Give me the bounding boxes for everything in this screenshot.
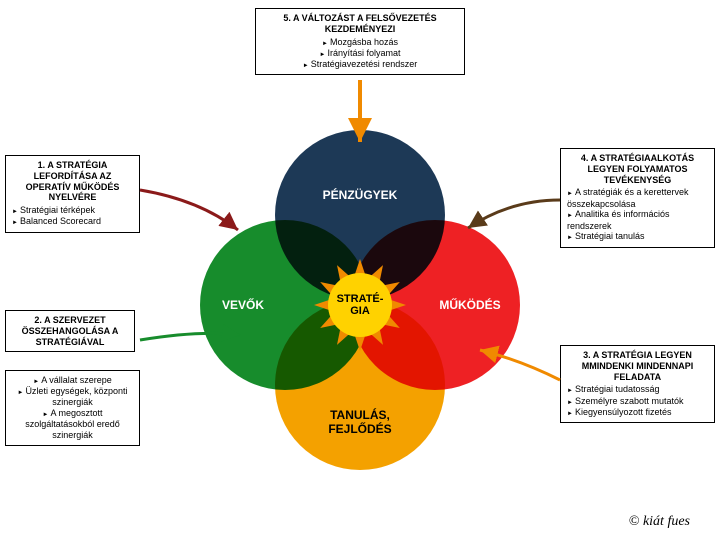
box-5-item: Irányítási folyamat bbox=[262, 48, 458, 59]
box-3-item: Kiegyensúlyozott fizetés bbox=[567, 407, 708, 418]
label-top: PÉNZÜGYEK bbox=[305, 188, 415, 202]
box-3-item: Stratégiai tudatosság bbox=[567, 384, 708, 395]
sun-label: STRATÉ- GIA bbox=[337, 293, 384, 317]
box-3: 3. A STRATÉGIA LEGYEN MMINDENKI MINDENNA… bbox=[560, 345, 715, 423]
box-5-item: Mozgásba hozás bbox=[262, 37, 458, 48]
box-5-title: 5. A VÁLTOZÁST A FELSŐVEZETÉS KEZDEMÉNYE… bbox=[262, 13, 458, 35]
box-4-item: Analitika és információs rendszerek bbox=[567, 209, 708, 231]
box-1-item: Stratégiai térképek bbox=[12, 205, 133, 216]
copyright: © kiát fues bbox=[629, 514, 690, 530]
sun-core: STRATÉ- GIA bbox=[328, 273, 392, 337]
box-5-item: Stratégiavezetési rendszer bbox=[262, 59, 458, 70]
box-4-item: A stratégiák és a kerettervek összekapcs… bbox=[567, 187, 708, 209]
box-1-item: Balanced Scorecard bbox=[12, 216, 133, 227]
box-2b-item: A megosztott szolgáltatásokból eredő szi… bbox=[12, 408, 133, 441]
box-4-title: 4. A STRATÉGIAALKOTÁS LEGYEN FOLYAMATOS … bbox=[567, 153, 708, 185]
box-2b: A vállalat szerepe Üzleti egységek, közp… bbox=[5, 370, 140, 446]
venn-diagram: PÉNZÜGYEK VEVŐK MŰKÖDÉS TANULÁS, FEJLŐDÉ… bbox=[210, 150, 510, 470]
box-1-title: 1. A STRATÉGIA LEFORDÍTÁSA AZ OPERATÍV M… bbox=[12, 160, 133, 203]
box-2a: 2. A SZERVEZET ÖSSZEHANGOLÁSA A STRATÉGI… bbox=[5, 310, 135, 352]
box-5: 5. A VÁLTOZÁST A FELSŐVEZETÉS KEZDEMÉNYE… bbox=[255, 8, 465, 75]
box-2a-title: 2. A SZERVEZET ÖSSZEHANGOLÁSA A STRATÉGI… bbox=[12, 315, 128, 347]
box-2b-item: A vállalat szerepe bbox=[12, 375, 133, 386]
box-3-item: Személyre szabott mutatók bbox=[567, 396, 708, 407]
label-right: MŰKÖDÉS bbox=[425, 298, 515, 312]
box-4: 4. A STRATÉGIAALKOTÁS LEGYEN FOLYAMATOS … bbox=[560, 148, 715, 248]
box-1: 1. A STRATÉGIA LEFORDÍTÁSA AZ OPERATÍV M… bbox=[5, 155, 140, 233]
label-bottom: TANULÁS, FEJLŐDÉS bbox=[305, 408, 415, 436]
box-2b-item: Üzleti egységek, központi szinergiák bbox=[12, 386, 133, 408]
label-left: VEVŐK bbox=[208, 298, 278, 312]
box-3-title: 3. A STRATÉGIA LEGYEN MMINDENKI MINDENNA… bbox=[567, 350, 708, 382]
box-4-item: Stratégiai tanulás bbox=[567, 231, 708, 242]
